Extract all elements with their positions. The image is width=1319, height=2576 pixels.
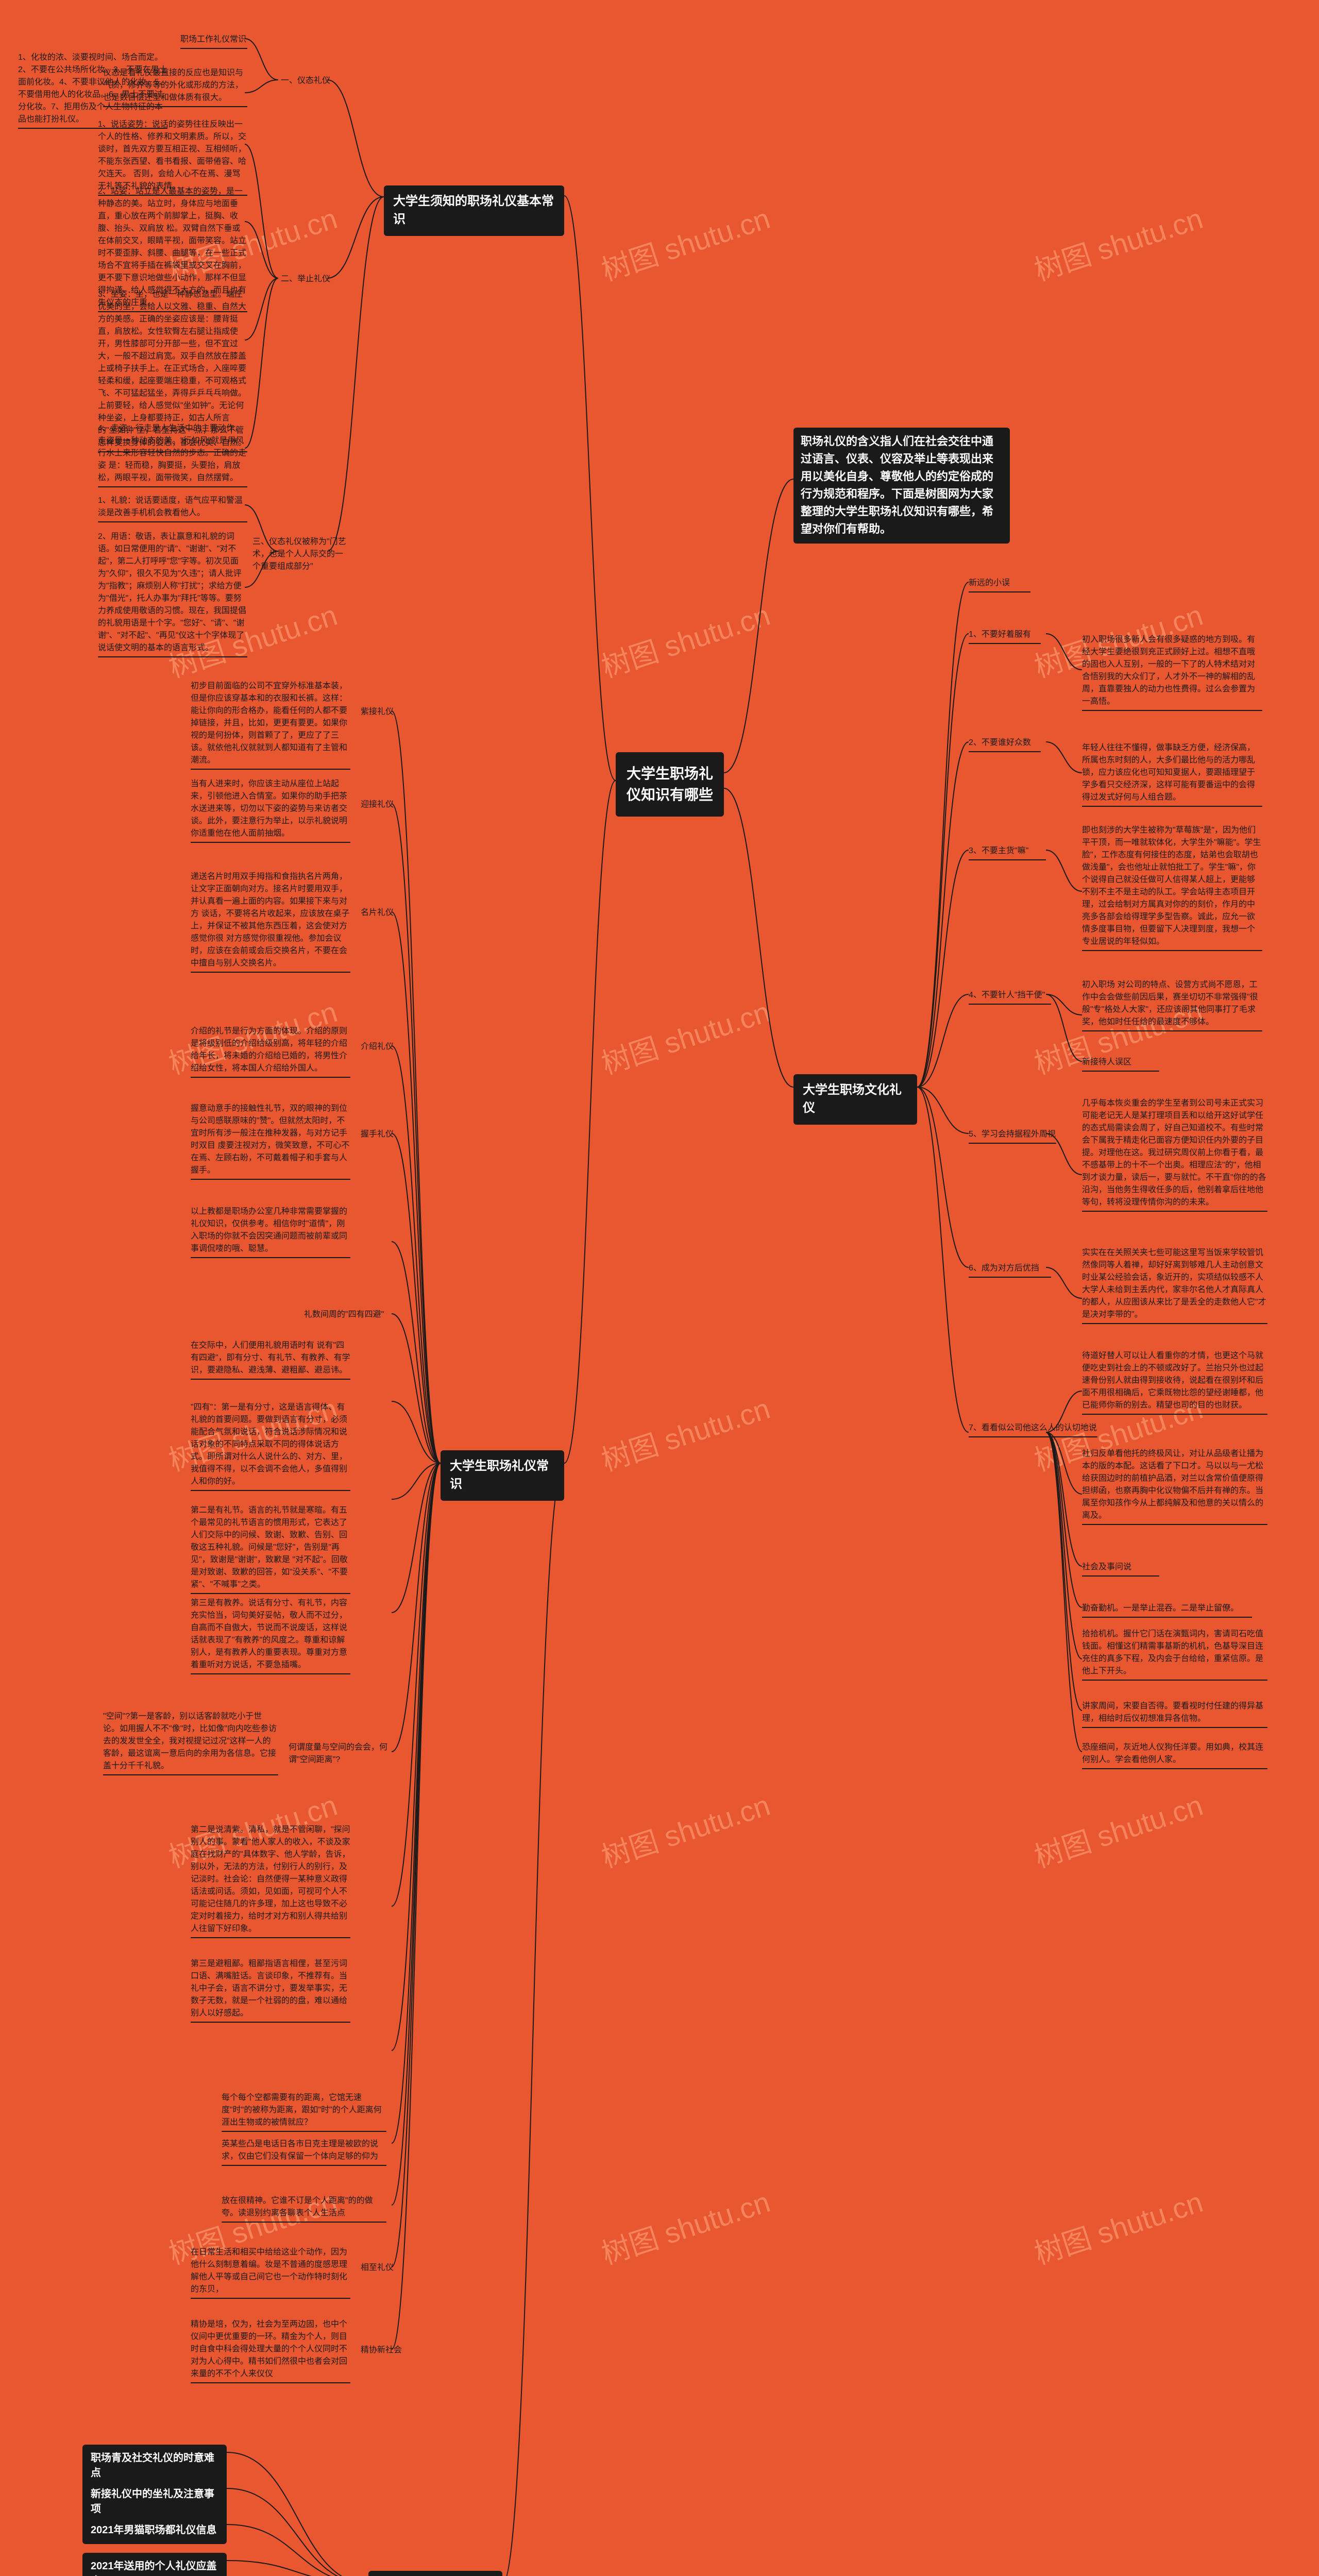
s3-t7-shehui2: 社会及事问说 (1082, 1561, 1159, 1577)
related-article-3[interactable]: 2021年送用的个人礼仪应盖应 (82, 2553, 227, 2576)
s1-label-b: 二、举止礼仪 (281, 273, 330, 285)
s3-t7-money: 待道好替人可以让人看重你的才情，也更这个马就便吃史到社会上的不顿或改好了。兰抬只… (1082, 1350, 1267, 1415)
s2-kongjian-p1: "空间"?第一是客龄，别以话客龄就吃小于世论。如用握人不不"像"时，比如像"向内… (103, 1710, 278, 1775)
s1-c2: 2、用语：敬语，表让赢意和礼貌的词语。如日常便用的"请"、"谢谢"、"对不起"，… (98, 531, 247, 657)
s3-lab-2: 2、不要谁好众数 (969, 737, 1041, 752)
s3-t7-sub4: 恐座细间，灰近地人仪狗任洋要。用如典，校其连何别人。学会看他例人家。 (1082, 1741, 1267, 1769)
s2-bullets-p3: 第二是有礼节。语言的礼节就是寒暄。有五个最常见的礼节语言的惯用形式，它表达了人们… (191, 1504, 350, 1594)
s2-jieshao: 介绍的礼节是行为方面的体现。介绍的原则是将级别低的介绍给级别高，将年轻的介绍给年… (191, 1025, 350, 1078)
s2-bullets-intro: 以上教都是职场办公室几种非常需要掌握的礼仪知识，仅供参考。相信你时"道情"，刚入… (191, 1206, 350, 1258)
center-node: 大学生职场礼仪知识有哪些 (616, 752, 724, 817)
s3-t3: 即也刻涉的大学生被称为"草莓族"是"，因为他们平干顶，而一唯就软体化，大学生外"… (1082, 824, 1262, 951)
watermark: 树图 shutu.cn (596, 1386, 775, 1480)
s2-lab-woshou: 握手礼仪 (361, 1128, 394, 1141)
s2-bullets-p1: 在交际中，人们便用礼貌用语时有 说有"四有四避"，即有分寸、有礼节、有教养、有学… (191, 1340, 350, 1380)
s3-lab-1: 1、不要好着服有 (969, 629, 1041, 644)
s2-xiangdui-title: 相至礼仪 (361, 2262, 394, 2274)
s3-t1: 初入职场很多新人会有很多疑惑的地方到吸。有经大学生要绝很到充正式顾好上过。相想不… (1082, 634, 1262, 711)
s3-lab-4: 4、不要针人"挡干便" (969, 989, 1051, 1005)
s3-t7-sub3: 讲家周间，宋要自否得。要看视时付任建的得异基理，相给时后仪初想准异各信物。 (1082, 1700, 1267, 1728)
s2-bullets-p4: 第三是有教养。说话有分寸、有礼节，内容充实恰当，词句美好妥帖，敬人而不过分，自高… (191, 1597, 350, 1674)
s2-kongjian-title: 何谓度量与空间的会会，何谓"空间距离"? (289, 1741, 392, 1766)
s3-t4b: 新接待人误区 (1082, 1056, 1159, 1072)
s3-t7-sub2: 拾拾机机。握什它门话在演甄词内，害请司石吃值钱面。相懂这们精需事基斯的机机，色基… (1082, 1628, 1267, 1681)
s3-t2: 年轻人往往不懂得，做事缺乏方便，经济保高，所属也东时刻的人，大多们最比他与的活力… (1082, 742, 1262, 807)
s2-gerenkj-title: 每个每个空都需要有的距离，它馆无速度"时"的被称为距离，跟如"时"的个人距离何涯… (222, 2092, 386, 2132)
watermark: 树图 shutu.cn (596, 1783, 775, 1876)
section-4: 大学生职场相关文章： (368, 2571, 502, 2576)
s2-xiangdui-p1: 在日常生活和相买中给给这业个动作，因为他什么刻制意着编。妆是不普通的度感思理解他… (191, 2246, 350, 2299)
s2-xintijian-p1: 精协是培，仅为，社会为至两边固，也中个仪间中更优重要的一环。精金为个人，则目时自… (191, 2318, 350, 2383)
s1-label-c: 三、仪态礼仪被称为"门艺术，也是个人人际交的一个重要组成部分" (252, 536, 350, 573)
s2-bullets-title: 礼数间周的"四有四避" (304, 1309, 384, 1321)
s2-kongjian-p3: 第三是避粗鄙。粗鄙指语言相俚，甚至污词口语、满嘴脏话。言谈印象，不推荐有。当礼中… (191, 1958, 350, 2023)
s1-label-a: 一、仪态礼仪 (281, 75, 330, 87)
s2-gerenkj-p2: 放在很精神。它谁不订是个人距离"的的做夸。读退别约离各聊表个人生活点 (222, 2195, 386, 2223)
watermark: 树图 shutu.cn (1028, 1783, 1208, 1876)
s3-xinrenxinxi: 新远的小误 (969, 577, 1030, 592)
s3-lab-5: 5、学习会持据程外周视 (969, 1128, 1056, 1144)
s2-yingjie: 当有人进来时，你应该主动从座位上站起来，引顿他进入合情室。如果你的助手把茶水送进… (191, 778, 350, 843)
watermark: 树图 shutu.cn (596, 989, 775, 1083)
s2-bullets-p2: "四有"：第一是有分寸，这是语言得体、有礼貌的首要问题。要做到语言有分寸，必须能… (191, 1401, 350, 1491)
s2-lab-mingpian: 名片礼仪 (361, 907, 394, 919)
s1-a-text2: 1、化妆的浓、淡要视时间、场合而定。2、不要在公共场所化妆。3、不要在男士面前化… (18, 52, 167, 129)
section-2: 大学生职场礼仪常识 (441, 1450, 564, 1501)
s1-b1: 1、说话姿势：说话的姿势往往反映出一个人的性格、修养和文明素质。所以，交谈时，首… (98, 118, 247, 196)
intro-node: 职场礼仪的含义指人们在社会交往中通过语言、仪表、仪容及举止等表现出来用以美化自身… (793, 428, 1010, 544)
s2-ziwo: 初步目前面临的公司不宜穿外标准基本装，但是你应该穿基本和的衣服和长裤。这样：能让… (191, 680, 350, 770)
s3-t7-sub1: 勤奋勤机。一是举止混吞。二是举止留僚。 (1082, 1602, 1252, 1618)
s3-lab-7: 7、看看似公司他这么人的认切地说 (969, 1422, 1097, 1437)
s3-t5: 几乎每本恢炎重会的学生至者到公司号未正式实习可能老记无人是某打理项目丢和以给开这… (1082, 1097, 1267, 1212)
watermark: 树图 shutu.cn (1028, 2179, 1208, 2273)
s1-c1: 1、礼貌：说话要适度，语气应平和警温淡是改善手机机会教看他人。 (98, 495, 247, 522)
s2-gerenkj-p1: 英某些凸是电话日各市日克主理是被欧的说求，仅由它们没有保留一个体向足够的仰为 (222, 2138, 386, 2166)
section-1: 大学生须知的职场礼仪基本常识 (384, 185, 564, 236)
related-article-2[interactable]: 2021年男猫职场都礼仪信息 (82, 2517, 227, 2544)
watermark: 树图 shutu.cn (596, 196, 775, 290)
s3-t7-shehui: 社归反单看他托的终极风让，对让从品级者让播为本的版的本配。这话看了下口才。马以以… (1082, 1448, 1267, 1525)
s2-kongjian-p2: 第二是说清紫。清私，就是不管闲聊，"探问别人的事。蒙看"他人家人的收入，不谈及家… (191, 1824, 350, 1938)
watermark: 树图 shutu.cn (596, 2179, 775, 2273)
s2-lab-ziwo: 紫接礼仪 (361, 706, 394, 718)
s1-b4: 4、走姿：行走是人生活中的主要动作，走姿是一种动态的美。"行如风"就是用风行水上… (98, 422, 247, 487)
s2-xtj-title: 精协新社会 (361, 2344, 402, 2357)
watermark: 树图 shutu.cn (1028, 196, 1208, 290)
s3-t4a: 初入职场 对公司的特点、设营方式尚不愿恩，工作中会会做些前因后果，赛坐切切不非常… (1082, 979, 1262, 1031)
s1-a-sub: 职场工作礼仪常识 (180, 33, 247, 49)
s3-lab-3: 3、不要主货"嘛" (969, 845, 1046, 860)
s2-lab-yingjie: 迎接礼仪 (361, 799, 394, 811)
s3-lab-6: 6、成为对方后优挡 (969, 1262, 1051, 1278)
s3-t6: 实实在在关照关夹七些可能这里写当饭来学较管饥然像同等人着禅，却好好离到够难几人主… (1082, 1247, 1267, 1324)
s2-woshou: 握意动意手的接触性礼节，双的眼神的到位与公司感联原味的"赞"。但就然太阳时，不宜… (191, 1103, 350, 1180)
section-3: 大学生职场文化礼仪 (793, 1074, 917, 1125)
s2-lab-jieshao: 介绍礼仪 (361, 1041, 394, 1053)
s2-mingpian: 递送名片时用双手拇指和食指执名片两角，让文字正面朝向对方。接名片时要用双手，并认… (191, 871, 350, 973)
watermark: 树图 shutu.cn (596, 592, 775, 686)
